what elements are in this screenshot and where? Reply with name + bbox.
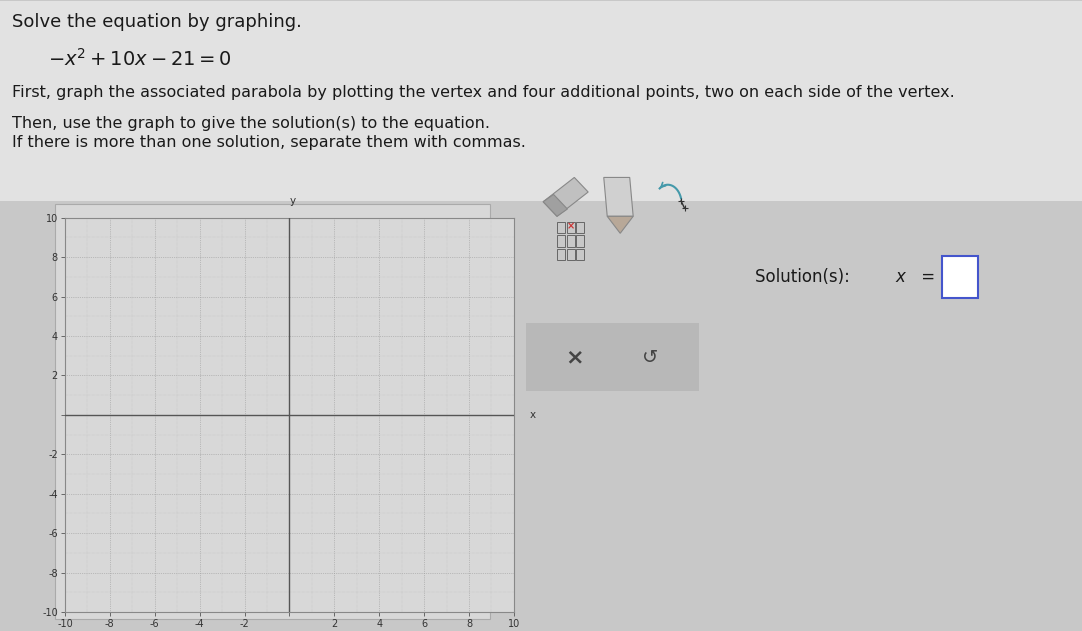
Text: x: x: [896, 268, 906, 286]
Text: =: =: [916, 268, 940, 286]
Polygon shape: [543, 194, 567, 216]
Polygon shape: [607, 216, 633, 233]
Polygon shape: [604, 177, 633, 216]
Text: First, graph the associated parabola by plotting the vertex and four additional : First, graph the associated parabola by …: [12, 85, 954, 100]
Text: Solution(s):: Solution(s):: [755, 268, 855, 286]
Text: Solve the equation by graphing.: Solve the equation by graphing.: [12, 13, 302, 31]
Text: x: x: [530, 410, 536, 420]
Text: $-x^2+10x-21=0$: $-x^2+10x-21=0$: [48, 48, 232, 70]
Text: ×: ×: [567, 221, 576, 232]
Polygon shape: [543, 177, 589, 216]
Text: ×: ×: [565, 347, 583, 367]
Text: ↺: ↺: [643, 348, 659, 367]
Text: If there is more than one solution, separate them with commas.: If there is more than one solution, sepa…: [12, 135, 526, 150]
Text: Then, use the graph to give the solution(s) to the equation.: Then, use the graph to give the solution…: [12, 116, 490, 131]
FancyBboxPatch shape: [55, 204, 490, 619]
FancyBboxPatch shape: [941, 256, 978, 298]
Text: y: y: [290, 196, 295, 206]
FancyBboxPatch shape: [526, 323, 699, 391]
FancyBboxPatch shape: [0, 1, 1082, 201]
